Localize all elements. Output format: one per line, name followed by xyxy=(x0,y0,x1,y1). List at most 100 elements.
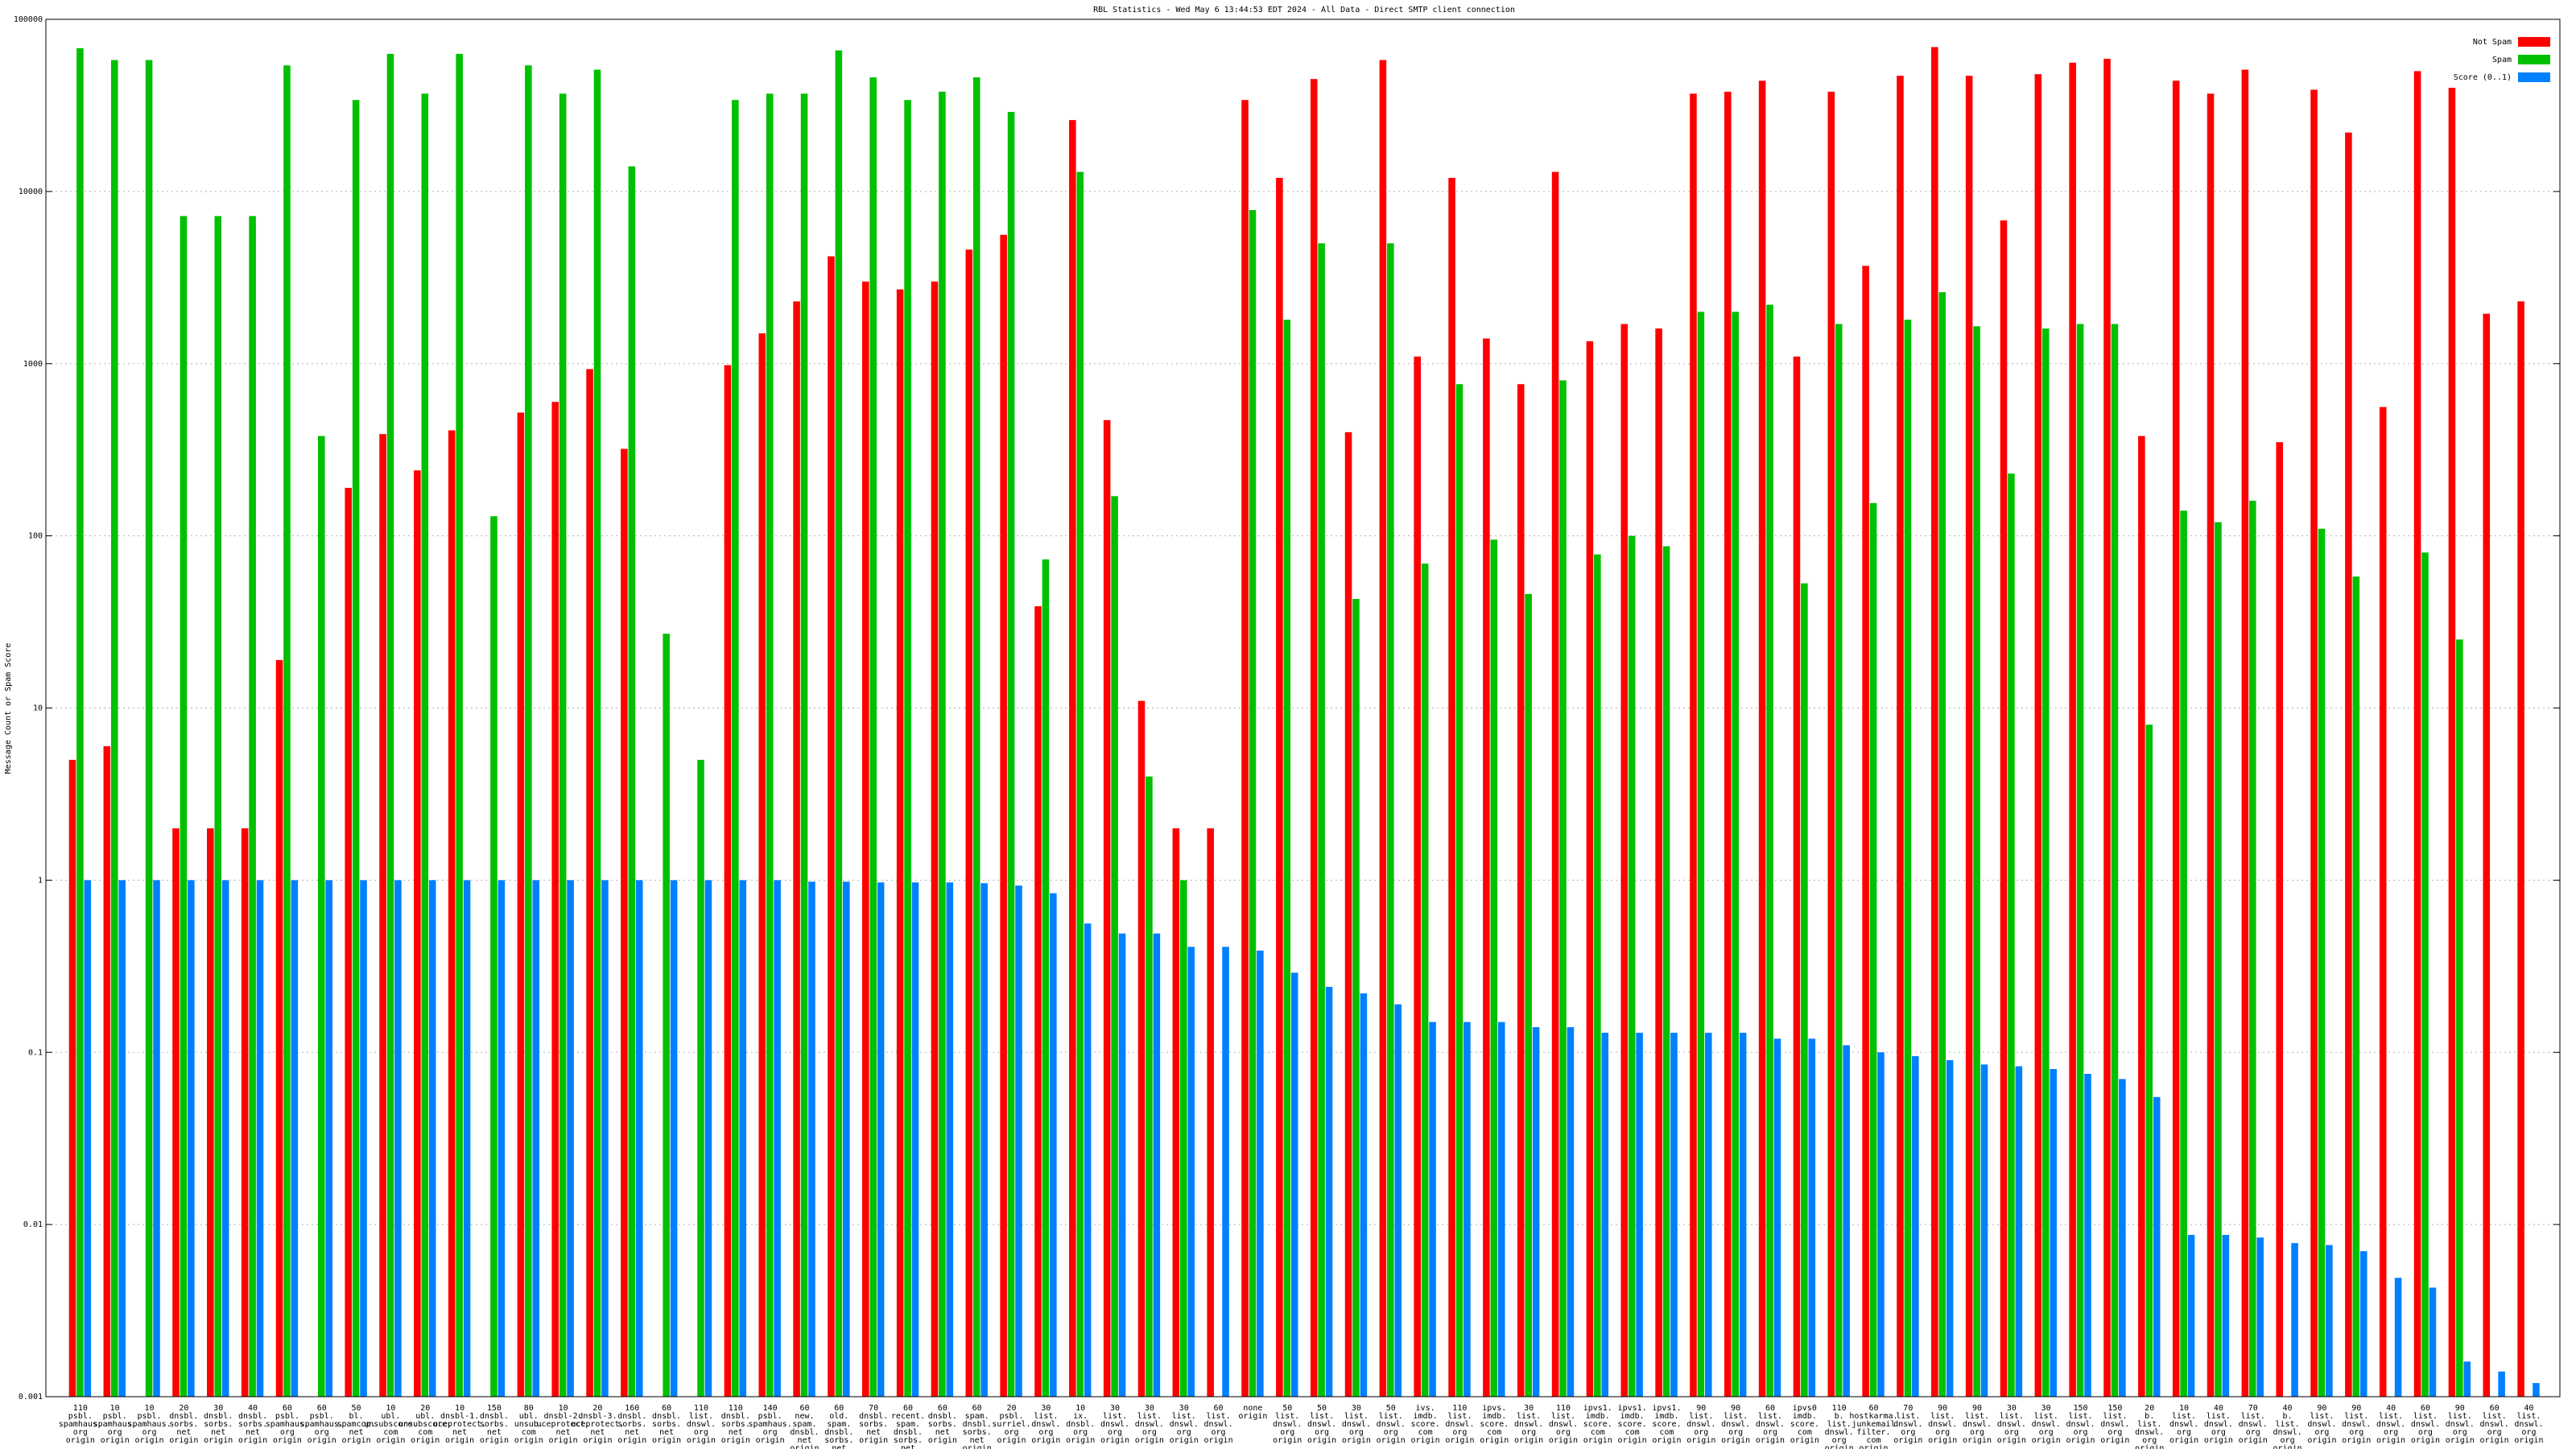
bar xyxy=(1690,93,1697,1397)
bar xyxy=(2359,1251,2368,1397)
x-tick-label-line: origin xyxy=(2307,1436,2336,1445)
x-tick-label-line: dnsbl-1. xyxy=(440,1412,479,1421)
x-tick-label-line: org xyxy=(1452,1428,1467,1437)
x-tick-label-line: 30 xyxy=(1524,1404,1534,1413)
x-tick-label-line: net xyxy=(797,1436,811,1445)
bar xyxy=(2000,220,2008,1397)
x-tick-label-line: org xyxy=(1280,1428,1294,1437)
x-tick-label-line: ipvs1. xyxy=(1652,1404,1681,1413)
x-tick-label-line: origin xyxy=(2273,1444,2302,1449)
bar xyxy=(1118,933,1126,1397)
x-tick-label-line: origin xyxy=(1411,1436,1440,1445)
x-tick-label: 60 list. dnswl. org origin xyxy=(2480,1404,2509,1445)
bar xyxy=(1808,1038,1816,1397)
bar xyxy=(2483,313,2491,1397)
x-tick-label-line: 110 xyxy=(694,1404,708,1413)
bar xyxy=(1931,47,1938,1397)
bar xyxy=(1586,341,1594,1397)
x-tick-label-line: list. xyxy=(1344,1412,1368,1421)
x-tick-label-line: 60 xyxy=(317,1404,327,1413)
bar xyxy=(739,880,747,1397)
x-tick-label-line: org xyxy=(2453,1428,2467,1437)
x-tick-label: 20 ubl. unsubscore. com origin xyxy=(398,1404,452,1445)
x-tick-label-line: origin xyxy=(997,1436,1026,1445)
bar xyxy=(1050,893,1057,1397)
x-tick-label-line: list. xyxy=(2137,1420,2161,1429)
x-tick-label-line: net xyxy=(556,1428,571,1437)
bar xyxy=(931,281,939,1397)
x-tick-label-line: list. xyxy=(1896,1412,1920,1421)
x-tick-label: 110 list. dnswl. org origin xyxy=(1445,1404,1474,1445)
bar xyxy=(1179,880,1187,1397)
bar xyxy=(2119,1079,2126,1397)
x-tick-label-line: junkemail xyxy=(1852,1420,1895,1429)
bar xyxy=(1042,559,1050,1397)
x-tick-label-line: org xyxy=(2177,1428,2191,1437)
bar xyxy=(766,93,774,1397)
x-tick-label-line: score. xyxy=(1411,1420,1440,1429)
x-tick-label-line: origin xyxy=(1170,1436,1199,1445)
x-tick-label-line: origin xyxy=(2514,1436,2543,1445)
x-tick-label-line: list. xyxy=(1275,1412,1299,1421)
x-tick-label-line: org xyxy=(2521,1428,2536,1437)
x-tick-label: 40 list. dnswl. org origin xyxy=(2376,1404,2405,1445)
x-tick-label-line: 70 xyxy=(1903,1404,1913,1413)
x-tick-label-line: 110 xyxy=(1832,1404,1847,1413)
bar xyxy=(1628,535,1636,1397)
x-tick-label-line: 60 xyxy=(662,1404,671,1413)
x-tick-label-line: org xyxy=(1901,1428,1915,1437)
x-tick-label-line: dnswl. xyxy=(2135,1428,2164,1437)
x-tick-label-line: sorbs. xyxy=(169,1420,198,1429)
x-tick-label-line: list. xyxy=(2483,1412,2507,1421)
x-tick-label-line: dnsbl. xyxy=(1066,1420,1095,1429)
bar xyxy=(2103,59,2111,1397)
x-tick-label-line: 90 xyxy=(2351,1404,2361,1413)
x-tick-label-line: uceprotect. xyxy=(536,1420,589,1429)
x-tick-label-line: org xyxy=(2107,1428,2122,1437)
x-tick-label-line: list. xyxy=(1827,1420,1852,1429)
x-tick-label-line: net xyxy=(487,1428,502,1437)
x-tick-label-line: unsub. xyxy=(514,1420,543,1429)
bar xyxy=(1007,111,1015,1397)
x-tick-label-line: 30 xyxy=(213,1404,223,1413)
x-tick-label: 10 dnsbl-2. uceprotect. net origin xyxy=(536,1404,589,1445)
x-tick-label: 30 list. dnswl. org origin xyxy=(1100,1404,1129,1445)
x-tick-label: 50 list. dnswl. org origin xyxy=(1377,1404,1406,1445)
x-tick-label-line: org xyxy=(1177,1428,1191,1437)
x-tick-label-line: origin xyxy=(1997,1436,2026,1445)
bar xyxy=(1310,79,1318,1397)
x-tick-label-line: dnsbl-2. xyxy=(544,1412,583,1421)
bar xyxy=(2394,1278,2402,1397)
x-tick-label-line: dnswl. xyxy=(1893,1420,1922,1429)
bar xyxy=(2138,436,2145,1397)
x-tick-label-line: com xyxy=(522,1428,536,1437)
x-tick-label-line: origin xyxy=(2066,1436,2095,1445)
x-tick-label-line: list. xyxy=(2448,1412,2472,1421)
bar xyxy=(862,281,869,1397)
x-tick-label-line: origin xyxy=(134,1436,163,1445)
x-tick-label-line: origin xyxy=(308,1436,336,1445)
x-tick-label-line: psbl. xyxy=(68,1412,93,1421)
x-tick-label-line: origin xyxy=(2376,1436,2405,1445)
bar xyxy=(800,93,808,1397)
x-tick-label: 10 list. dnswl. org origin xyxy=(2169,1404,2198,1445)
bar xyxy=(2222,1235,2230,1397)
x-tick-label-line: 110 xyxy=(1452,1404,1467,1413)
legend-label: Not Spam xyxy=(2473,38,2512,47)
bar xyxy=(2448,88,2456,1397)
x-tick-label-line: origin xyxy=(1652,1436,1681,1445)
x-tick-label: 140 psbl. spamhaus. org origin xyxy=(749,1404,792,1445)
x-tick-label-line: 150 xyxy=(2107,1404,2122,1413)
x-tick-label-line: com xyxy=(1866,1436,1880,1445)
x-tick-label: 20 psbl. surriel. org origin xyxy=(992,1404,1030,1445)
x-tick-label-line: origin xyxy=(859,1436,888,1445)
x-tick-label: 60 list. dnswl. org origin xyxy=(1756,1404,1785,1445)
x-tick-label-line: 60 xyxy=(2421,1404,2430,1413)
x-tick-label-line: com xyxy=(1659,1428,1674,1437)
x-tick-label-line: origin xyxy=(1790,1436,1819,1445)
bar xyxy=(2310,89,2318,1397)
x-tick-label-line: list. xyxy=(1965,1412,1989,1421)
x-tick-label-line: origin xyxy=(2032,1436,2061,1445)
x-tick-label: 40 b. list. dnswl. org origin xyxy=(2273,1404,2302,1449)
